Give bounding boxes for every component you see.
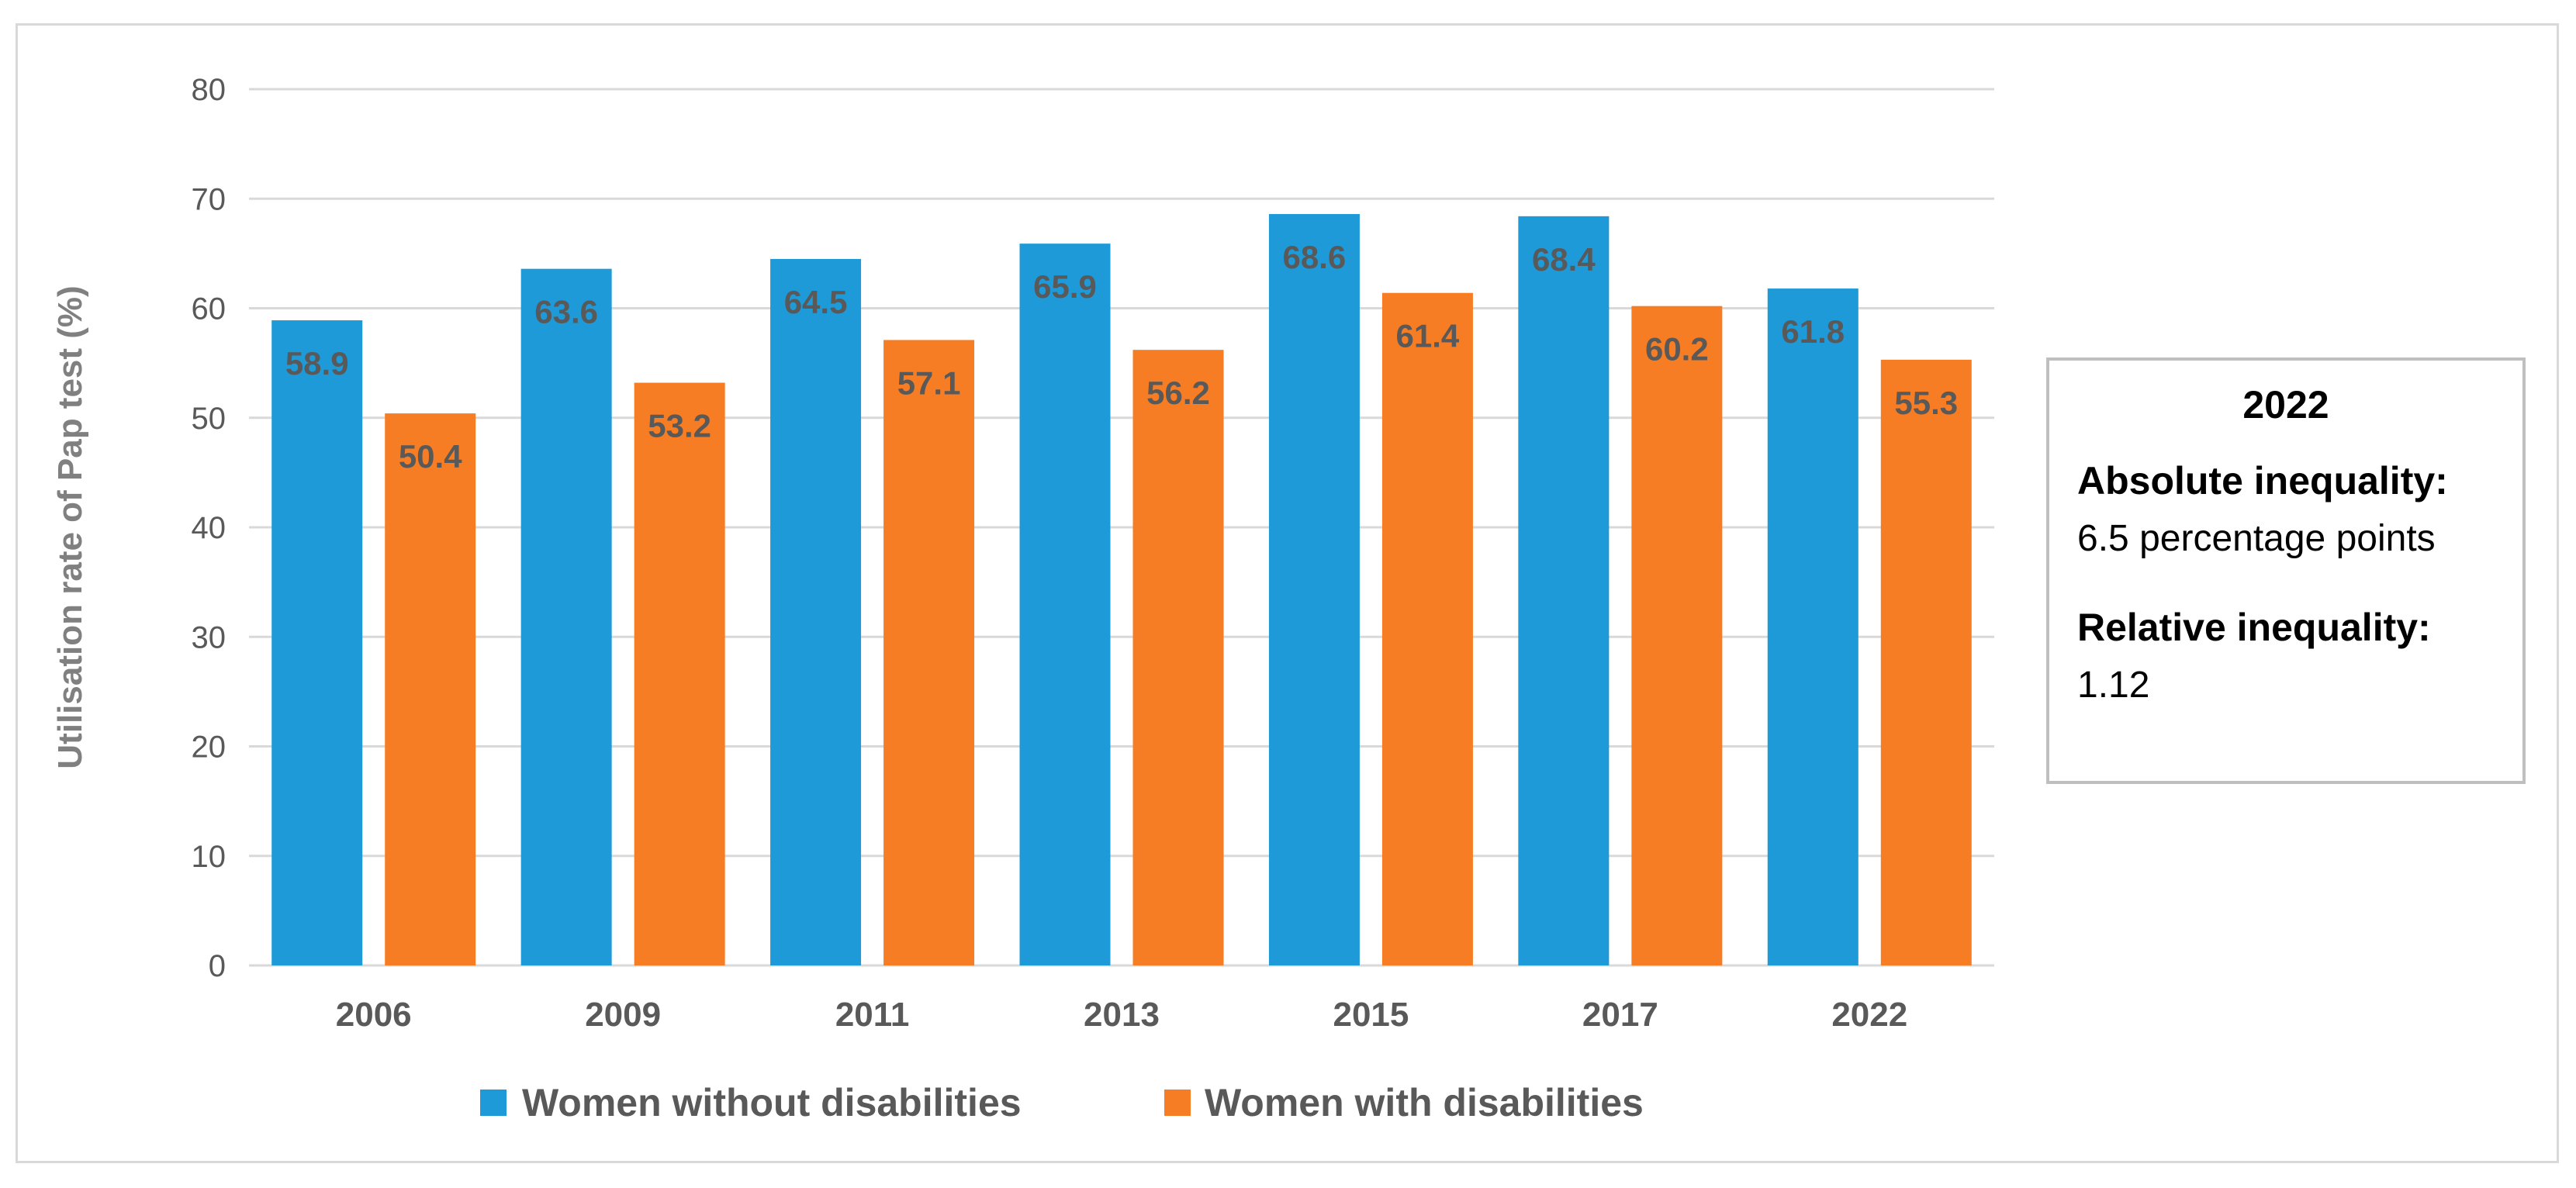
bar-without-disabilities bbox=[1019, 243, 1111, 966]
y-tick-label: 10 bbox=[192, 840, 226, 874]
data-label: 63.6 bbox=[534, 294, 598, 330]
bar-with-disabilities bbox=[883, 340, 975, 965]
y-tick-label: 20 bbox=[192, 730, 226, 765]
data-label: 61.4 bbox=[1396, 318, 1460, 354]
bar-without-disabilities bbox=[271, 320, 363, 966]
y-tick-label: 40 bbox=[192, 511, 226, 545]
bar-without-disabilities bbox=[1518, 216, 1610, 966]
y-tick-label: 60 bbox=[192, 292, 226, 326]
data-label: 65.9 bbox=[1033, 268, 1097, 305]
data-labels: 58.9 50.4 63.6 53.2 64.5 57.1 65.9 56.2 68.6 61.4… bbox=[285, 239, 1958, 475]
data-label: 57.1 bbox=[897, 364, 961, 401]
absolute-inequality-value: 6.5 percentage points bbox=[2077, 518, 2436, 559]
info-box-year: 2022 bbox=[2242, 383, 2329, 427]
x-tick-label: 2015 bbox=[1333, 996, 1409, 1034]
bar-without-disabilities bbox=[1767, 288, 1859, 965]
y-tick-label: 50 bbox=[192, 402, 226, 436]
bar-with-disabilities bbox=[1132, 350, 1224, 965]
x-tick-label: 2006 bbox=[336, 996, 412, 1034]
gridlines bbox=[249, 88, 1994, 967]
y-axis-label: Utilisation rate of Pap test (%) bbox=[51, 285, 89, 768]
x-tick-label: 2017 bbox=[1582, 996, 1658, 1034]
legend-label: Women with disabilities bbox=[1205, 1081, 1644, 1124]
data-label: 68.4 bbox=[1532, 241, 1596, 278]
data-label: 58.9 bbox=[285, 345, 349, 382]
bar-with-disabilities bbox=[385, 413, 476, 965]
bar-with-disabilities bbox=[1880, 359, 1972, 965]
bar-without-disabilities bbox=[520, 268, 612, 965]
x-tick-label: 2009 bbox=[585, 996, 661, 1034]
data-label: 61.8 bbox=[1781, 313, 1845, 350]
legend: Women without disabilities Women with dis… bbox=[480, 1081, 1644, 1124]
bar-without-disabilities bbox=[770, 258, 862, 965]
bar-with-disabilities bbox=[1631, 306, 1723, 965]
x-axis-ticks: 2006 2009 2011 2013 2015 2017 2022 bbox=[336, 996, 1907, 1034]
bar-chart: 0 10 20 30 40 50 60 70 80 Utilisation rate of Pa… bbox=[51, 73, 1994, 1124]
legend-swatch bbox=[480, 1090, 507, 1116]
x-tick-label: 2011 bbox=[835, 996, 909, 1034]
legend-swatch bbox=[1164, 1090, 1191, 1116]
bar-with-disabilities bbox=[634, 382, 725, 965]
relative-inequality-label: Relative inequality: bbox=[2077, 606, 2431, 649]
data-label: 60.2 bbox=[1645, 331, 1709, 368]
y-tick-label: 30 bbox=[192, 620, 226, 654]
absolute-inequality-label: Absolute inequality: bbox=[2077, 459, 2448, 502]
y-axis-ticks: 0 10 20 30 40 50 60 70 80 bbox=[192, 73, 226, 983]
relative-inequality-value: 1.12 bbox=[2077, 665, 2150, 706]
x-tick-label: 2013 bbox=[1084, 996, 1160, 1034]
data-label: 55.3 bbox=[1894, 385, 1958, 421]
x-tick-label: 2022 bbox=[1831, 996, 1907, 1034]
y-tick-label: 0 bbox=[209, 949, 226, 983]
chart-frame: 0 10 20 30 40 50 60 70 80 Utilisation rate of Pa… bbox=[16, 23, 2559, 1163]
data-label: 50.4 bbox=[399, 438, 462, 475]
y-tick-label: 70 bbox=[192, 182, 226, 216]
data-label: 53.2 bbox=[648, 408, 711, 444]
bar-without-disabilities bbox=[1268, 214, 1360, 965]
bars bbox=[271, 214, 1972, 966]
inequality-info-box: 2022 Absolute inequality: 6.5 percentage… bbox=[2046, 357, 2526, 784]
data-label: 68.6 bbox=[1283, 239, 1347, 275]
bar-with-disabilities bbox=[1381, 292, 1473, 966]
legend-label: Women without disabilities bbox=[522, 1081, 1022, 1124]
y-tick-label: 80 bbox=[192, 73, 226, 107]
data-label: 64.5 bbox=[784, 284, 848, 320]
data-label: 56.2 bbox=[1146, 375, 1210, 411]
